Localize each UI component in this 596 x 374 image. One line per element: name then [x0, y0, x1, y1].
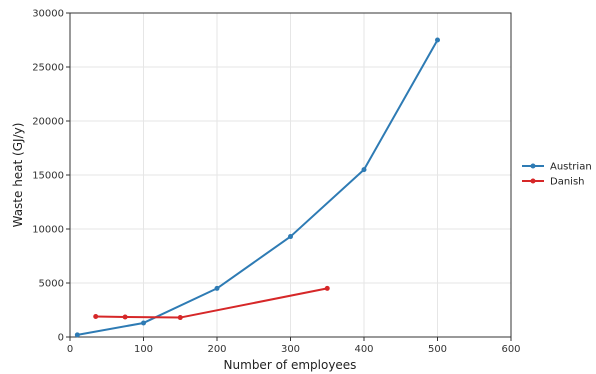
y-tick-label: 10000: [32, 225, 64, 236]
x-tick-label: 200: [207, 344, 226, 355]
x-tick-label: 400: [354, 344, 373, 355]
x-tick-label: 100: [134, 344, 153, 355]
series-layer: [74, 37, 440, 338]
legend-danish-marker: [530, 178, 536, 184]
austrian-data-point: [435, 37, 440, 43]
austrian-data-point: [361, 167, 367, 173]
legend-austrian-marker: [530, 163, 536, 169]
y-tick-label: 30000: [32, 9, 64, 20]
austrian-data-point: [214, 285, 220, 291]
x-axis-title: Number of employees: [224, 358, 357, 372]
x-tick-label: 600: [501, 344, 520, 355]
legend-danish-label: Danish: [550, 177, 585, 188]
y-tick-label: 25000: [32, 63, 64, 74]
austrian-data-point: [288, 234, 293, 240]
axes: 0 100 200 300 400 500 600 0 5000 10000 15000 20000 2…: [32, 9, 520, 356]
x-tick-label: 0: [67, 344, 73, 355]
grid: [69, 12, 512, 338]
danish-data-point: [177, 315, 183, 321]
danish-data-point: [122, 314, 128, 320]
y-axis-title: Waste heat (GJ/y): [11, 123, 25, 228]
legend-austrian-label: Austrian: [550, 162, 592, 173]
legend: Austrian Danish: [522, 162, 592, 188]
austrian-data-point: [141, 320, 146, 326]
austrian-data-point: [74, 332, 80, 338]
danish-data-point: [93, 313, 99, 319]
y-tick-label: 20000: [32, 117, 64, 128]
danish-data-point: [324, 285, 330, 291]
austrian-series-line: [77, 39, 439, 336]
danish-series-line: [95, 287, 328, 319]
x-tick-label: 500: [428, 344, 447, 355]
x-tick-label: 300: [281, 344, 300, 355]
y-tick-label: 5000: [39, 279, 64, 290]
y-tick-label: 15000: [32, 171, 64, 182]
y-tick-label: 0: [58, 333, 64, 344]
